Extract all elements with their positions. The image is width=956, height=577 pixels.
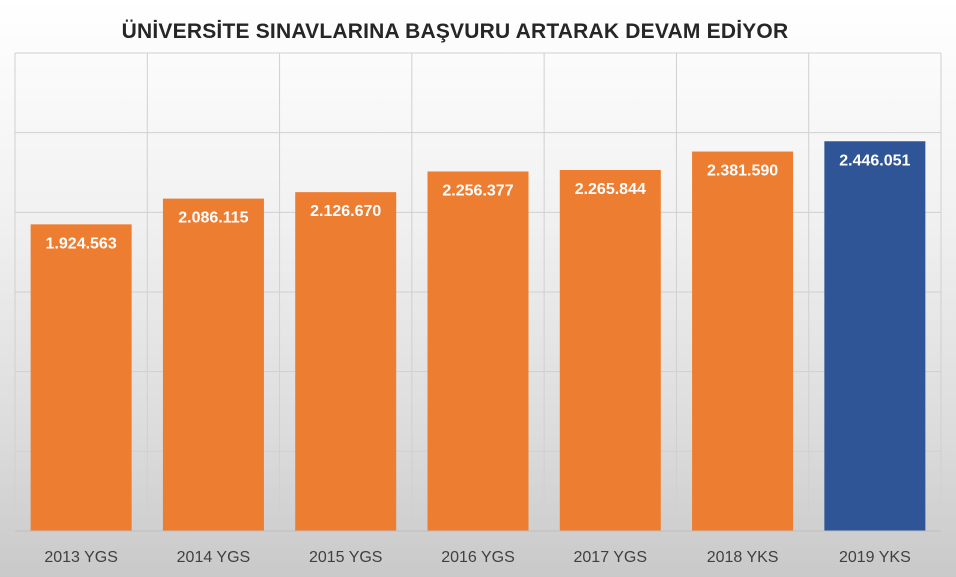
bar-2013-ygs xyxy=(30,224,132,531)
x-tick-label: 2017 YGS xyxy=(574,549,648,566)
bar-2018-yks xyxy=(692,151,794,531)
bar-2016-ygs xyxy=(427,171,529,531)
x-tick-label: 2013 YGS xyxy=(44,549,118,566)
chart-title: ÜNİVERSİTE SINAVLARINA BAŞVURU ARTARAK D… xyxy=(121,20,789,43)
x-tick-label: 2016 YGS xyxy=(441,549,515,566)
bar-2017-ygs xyxy=(559,169,661,531)
x-tick-label: 2019 YKS xyxy=(839,549,911,566)
data-label: 2.086.115 xyxy=(178,210,248,227)
x-tick-label: 2018 YKS xyxy=(707,549,779,566)
data-label: 2.265.844 xyxy=(575,181,646,198)
bar-2015-ygs xyxy=(295,192,397,531)
x-tick-label: 2015 YGS xyxy=(309,549,383,566)
bar-2019-yks xyxy=(824,141,926,531)
data-label: 1.924.563 xyxy=(46,235,117,252)
data-label: 2.446.051 xyxy=(839,152,910,169)
x-tick-label: 2014 YGS xyxy=(177,549,251,566)
bar-2014-ygs xyxy=(162,198,264,531)
data-label: 2.381.590 xyxy=(707,163,778,180)
data-label: 2.126.670 xyxy=(310,203,381,220)
data-label: 2.256.377 xyxy=(442,182,513,199)
